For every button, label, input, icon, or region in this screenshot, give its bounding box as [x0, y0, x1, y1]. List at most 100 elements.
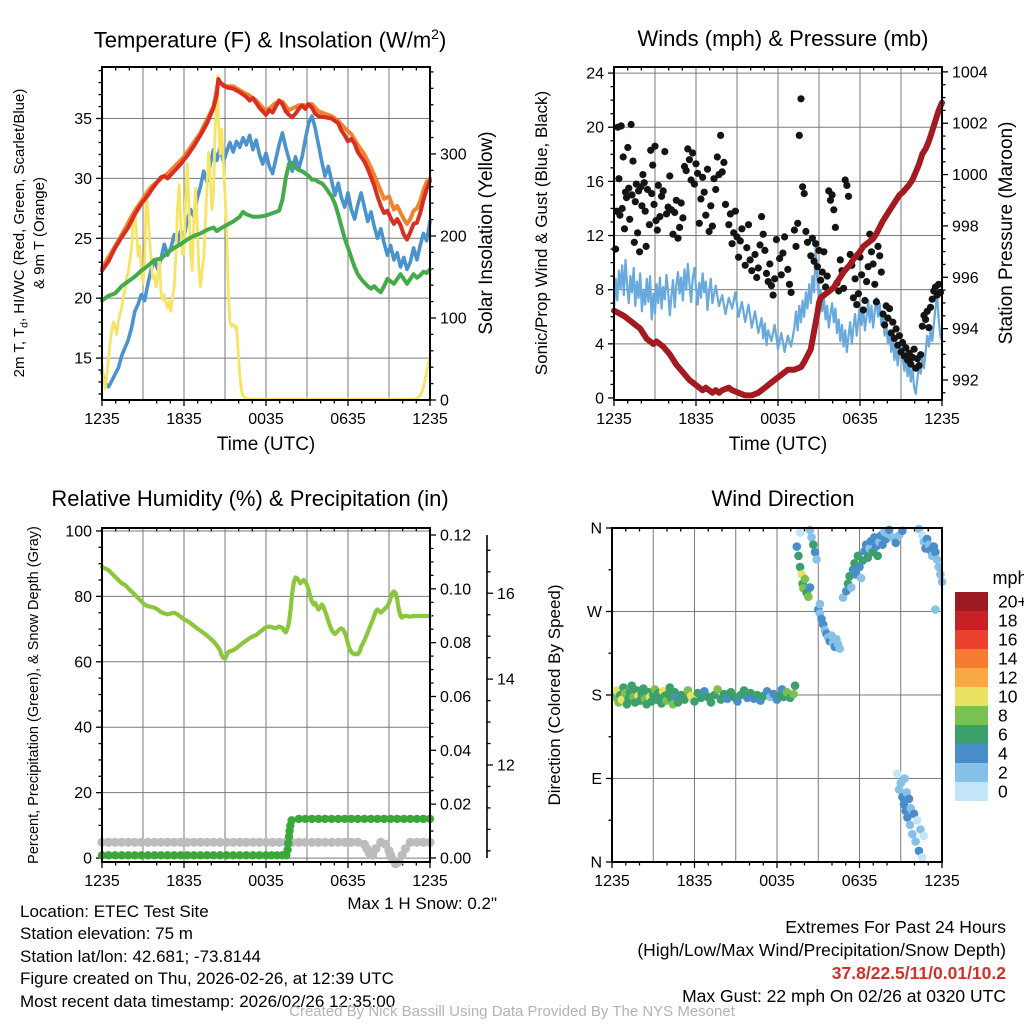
axis-label: 2m T, Td, HI/WC (Red, Green, Scarlet/Blu… [11, 89, 31, 378]
tick-label: 1835 [677, 873, 713, 890]
colorbar-swatch [955, 611, 988, 630]
tick-label: 0635 [842, 411, 878, 428]
tick-label: 998 [952, 218, 979, 235]
direction-scatter [611, 524, 947, 862]
colorbar-swatch [955, 782, 988, 801]
tick-label: 80 [74, 589, 92, 606]
colorbar-label: 10 [998, 687, 1018, 707]
humidity-line [99, 564, 433, 661]
colorbar-swatch [955, 630, 988, 649]
tick-label: 0.04 [440, 743, 471, 760]
tick-label: 12 [586, 228, 604, 245]
max-gust: Max Gust: 22 mph On 02/26 at 0320 UTC [682, 986, 1006, 1006]
tick-label: E [591, 771, 602, 788]
dewpoint-line [100, 160, 432, 303]
tick-label: 1235 [594, 873, 630, 890]
x-axis-label: Time (UTC) [729, 434, 828, 455]
colorbar-label: 4 [998, 744, 1008, 764]
tick-label: 30 [74, 171, 92, 188]
wind-speed-line [612, 245, 944, 395]
wind-chill-line [100, 114, 432, 389]
tick-label: 60 [74, 654, 92, 671]
tick-label: 1235 [924, 411, 960, 428]
tick-label: 4 [595, 336, 604, 353]
plot-frame [101, 527, 431, 863]
extremes-values: 37.8/22.5/11/0.01/10.2 [831, 963, 1006, 983]
chart-title-winds: Winds (mph) & Pressure (mb) [637, 26, 929, 51]
axis-label: Station Pressure (Maroon) [996, 122, 1017, 345]
pressure-line [611, 99, 945, 399]
tick-label: 996 [952, 270, 979, 287]
extremes-block: Extremes For Past 24 Hours (High/Low/Max… [637, 916, 1006, 1008]
tick-label: 16 [586, 174, 604, 191]
title-superscript: 2 [431, 26, 439, 42]
chart-temperature-insolation: 15 20 25 30 35 2m T, Td, HI/WC (Red, Green, S… [11, 66, 497, 455]
tick-label: 0035 [759, 873, 795, 890]
tick-label: 20 [586, 120, 604, 137]
tick-label: 14 [497, 672, 515, 689]
tick-label: 0.00 [440, 850, 471, 867]
tick-label: 994 [952, 321, 979, 338]
tick-label: 25 [74, 231, 92, 248]
tick-label: N [590, 855, 602, 872]
extremes-title: Extremes For Past 24 Hours [785, 917, 1006, 937]
title-text: ) [438, 27, 447, 53]
tick-label: 1002 [952, 116, 988, 133]
plot-frame [613, 66, 943, 401]
station-info-block: Location: ETEC Test Site Station elevati… [20, 901, 395, 1013]
snow-depth-dotline [97, 837, 435, 869]
tick-label: 20 [74, 785, 92, 802]
tick-label: 1235 [924, 873, 960, 890]
axis-label: Sonic/Prop Wind & Gust (Blue, Black) [532, 91, 551, 375]
title-text: Temperature (F) & Insolation (W/m [93, 27, 432, 53]
station-latlon: Station lat/lon: 42.681; -73.8144 [20, 946, 262, 966]
tick-label: 15 [74, 351, 92, 368]
tick-label: N [590, 521, 602, 538]
colorbar-label: 8 [998, 706, 1008, 726]
colorbar-label: 16 [998, 630, 1017, 650]
colorbar-swatch [955, 725, 988, 744]
chart-title-wind-direction: Wind Direction [711, 486, 855, 511]
colorbar-swatch [955, 649, 988, 668]
insolation-line [100, 74, 432, 401]
tick-label: 0035 [760, 411, 796, 428]
tick-label: 24 [586, 66, 604, 83]
x-axis-label: Time (UTC) [217, 434, 316, 455]
tick-label: 0.02 [440, 797, 471, 814]
tick-label: 300 [440, 146, 467, 163]
tick-label: 35 [74, 111, 92, 128]
tick-label: 1835 [166, 873, 202, 890]
chart-winds-pressure: 0 4 8 12 16 20 24 Sonic/Prop Wind & Gust (Blue,… [532, 64, 1017, 455]
colorbar-swatch [955, 668, 988, 687]
tick-label: 992 [952, 372, 979, 389]
tick-label: 20 [74, 291, 92, 308]
tick-label: 0635 [330, 411, 366, 428]
max-snow-note: Max 1 H Snow: 0.2" [347, 894, 497, 913]
tick-label: 0.06 [440, 689, 471, 706]
chart-title-humidity: Relative Humidity (%) & Precipitation (i… [51, 486, 449, 511]
tick-label: 1235 [84, 873, 120, 890]
tick-label: 1835 [678, 411, 714, 428]
station-location: Location: ETEC Test Site [20, 902, 209, 921]
chart-title-temperature: Temperature (F) & Insolation (W/m2) [60, 26, 480, 53]
figure-created: Figure created on Thu, 2026-02-26, at 12… [20, 969, 394, 989]
tick-label: W [587, 604, 603, 621]
tick-label: 12 [497, 757, 515, 774]
tick-label: 1235 [596, 411, 632, 428]
tick-label: S [591, 688, 602, 705]
colorbar-swatch [955, 687, 988, 706]
tick-label: 0 [83, 851, 92, 868]
data-timestamp: Most recent data timestamp: 2026/02/26 1… [20, 991, 396, 1011]
tick-label: 0035 [248, 411, 284, 428]
tick-label: 1835 [166, 411, 202, 428]
tick-label: 0.12 [440, 527, 471, 544]
tick-label: 0 [440, 393, 449, 410]
tick-label: 200 [440, 228, 467, 245]
colorbar-swatch [955, 592, 988, 611]
colorbar-label: 6 [998, 725, 1008, 745]
tick-label: 0035 [248, 873, 284, 890]
colorbar-label: 20+ [998, 592, 1024, 612]
credit-caption: Created By Nick Bassill Using Data Provi… [289, 1003, 735, 1020]
